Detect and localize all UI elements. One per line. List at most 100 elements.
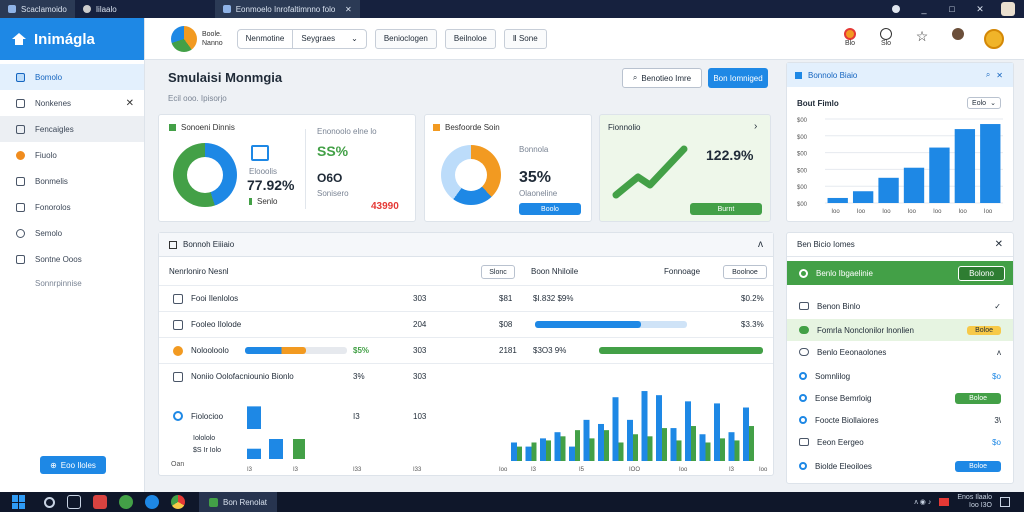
mini-legend: Iolololo $S Ir Iolo <box>193 435 222 454</box>
profile-icon[interactable] <box>884 0 908 18</box>
bar-series-1 <box>554 432 561 461</box>
kpi1-right-title: Enonoolo elne lo <box>317 127 377 136</box>
coin-icon[interactable] <box>984 28 1004 49</box>
right-panel-row[interactable]: Eonse Bemrloig Boloe <box>787 387 1013 409</box>
kpi3-button[interactable]: Burnt <box>690 203 762 215</box>
right-panel-row[interactable]: Benlo Eeonaolones ʌ <box>787 341 1013 363</box>
star-icon[interactable]: ☆ <box>915 27 929 44</box>
sidebar-sub-item[interactable]: Sonnrpinnise <box>35 278 82 288</box>
select-left[interactable]: Nenmotine <box>245 34 285 43</box>
browser-icon[interactable] <box>171 495 185 509</box>
highlight-row[interactable]: Benlo Ibgaelinie Bolono <box>787 261 1013 285</box>
chevron-up-icon[interactable]: ʌ <box>758 239 763 250</box>
folder-icon <box>173 319 183 330</box>
right-panel-row[interactable]: Benon Binlo ✓ <box>787 295 1013 317</box>
bar-series-2 <box>676 440 682 461</box>
system-tray[interactable]: ʌ ◉ ♪ Enos Ilaalo Ioo I3O <box>914 494 1024 510</box>
user-icon[interactable] <box>948 27 968 50</box>
col-right-button[interactable]: Boolnoe <box>723 265 767 279</box>
close-icon[interactable]: ✕ <box>125 97 134 109</box>
x-tick-label: I3 <box>729 467 735 473</box>
page-subtitle: Ecil ooo. Ipisorjo <box>168 94 227 103</box>
kpi2-sub: Olaoneline <box>519 189 558 198</box>
view-select[interactable]: Nenmotine Seygraes ⌄ <box>236 28 367 49</box>
mini-bar <box>293 446 303 459</box>
table-row[interactable]: Noniio Oolofacniounio Bionlo 3% 303 <box>159 363 773 389</box>
table-row[interactable]: Fooleo Ilolode 204 $08 $3.3% <box>159 311 773 337</box>
search-button[interactable]: ⌕ Benotieo Imre <box>622 68 702 88</box>
taskbar-app[interactable]: Bon Renolat <box>199 492 278 512</box>
search-icon[interactable]: ⌕ <box>985 70 991 79</box>
sidebar-item-dashboard[interactable]: Bomolo <box>0 64 144 90</box>
kpi2-button[interactable]: Boolo <box>519 203 581 215</box>
minimize-button[interactable]: _ <box>921 4 927 14</box>
brand[interactable]: Inimágla <box>0 18 144 60</box>
notification-icon[interactable] <box>1000 497 1010 507</box>
close-icon[interactable]: ✕ <box>994 239 1003 250</box>
x-tick-label: I33 <box>353 467 362 473</box>
bar-chart-dropdown[interactable]: Eolo ⌄ <box>967 97 1001 109</box>
row-v1: 204 <box>413 320 427 329</box>
sidebar-item-circle[interactable]: Fiuolo <box>0 142 144 168</box>
right-panel-row[interactable]: Biolde Eleoiloes Boloe <box>787 455 1013 477</box>
col-right-header: Fonnoage <box>664 267 701 276</box>
search-icon: ⌕ <box>632 73 638 82</box>
bar-series-2 <box>604 430 609 461</box>
bar-series-2 <box>575 430 580 461</box>
bar-series-1 <box>699 434 706 461</box>
bar <box>903 167 925 203</box>
bar-chart-header: Bonnolo Biaio ⌕ ✕ <box>787 63 1013 87</box>
chevron-right-icon[interactable]: › <box>754 121 758 132</box>
button-label: Eoo Iloles <box>60 460 96 470</box>
toolbar-button-3[interactable]: Ⅱ Sone <box>503 28 547 49</box>
trend-line-icon <box>612 145 688 199</box>
kpi2-title-row: Besfoorde Soin <box>433 123 500 132</box>
app-logo[interactable]: Boole. Nanno <box>171 25 223 52</box>
bar <box>980 124 1001 203</box>
sidebar-item-documents[interactable]: Bonmelis <box>0 168 144 194</box>
sidebar-item-grid[interactable]: Sontne Ooos <box>0 246 144 272</box>
right-panel-row[interactable]: Foocte Biollaiores 3\ <box>787 409 1013 431</box>
right-panel-row[interactable]: Fomrla Nonclonilor lnonlien Boloe <box>787 319 1013 341</box>
battery-icon <box>939 498 950 506</box>
task-view-icon[interactable] <box>67 495 81 509</box>
highlight-button[interactable]: Bolono <box>958 265 1005 281</box>
app-icon-red[interactable] <box>93 495 107 509</box>
primary-action-button[interactable]: Bon Iomniged <box>708 68 768 88</box>
right-panel-row[interactable]: Somnlilog $o <box>787 365 1013 387</box>
mini-bar <box>247 448 261 459</box>
table-row[interactable]: Fiolocioo I3 103 <box>159 403 773 429</box>
sidebar-action-button[interactable]: ⊕ Eoo Iloles <box>40 456 106 474</box>
sidebar-item-briefcase[interactable]: Fonorolos <box>0 194 144 220</box>
row-v2: 2181 <box>499 346 517 355</box>
people-icon[interactable]: Slo <box>876 27 896 50</box>
browser-tab-2[interactable]: Iilaalo <box>75 0 125 18</box>
table-row[interactable]: Nolooloolo $5% 303 2181 $3O3 9% <box>159 337 773 363</box>
tab-close-icon[interactable]: ✕ <box>345 4 352 14</box>
sidebar-item-label: Bonmelis <box>35 176 68 186</box>
col-left-button[interactable]: Slonc <box>481 265 515 279</box>
app-icon-blue[interactable] <box>145 495 159 509</box>
sidebar-item-clock[interactable]: Semolo <box>0 220 144 246</box>
toolbar-button-1[interactable]: Benioclogen <box>374 28 437 49</box>
app-icon-green[interactable] <box>119 495 133 509</box>
right-panel-row[interactable]: Eeon Eergeo $o <box>787 431 1013 453</box>
apple-icon[interactable]: Blo <box>840 27 860 50</box>
avatar[interactable] <box>996 0 1020 18</box>
select-right[interactable]: Seygraes <box>301 34 336 43</box>
sidebar-item-label: Bomolo <box>35 72 63 82</box>
browser-tab-3[interactable]: Eonmoelo Inrofaltimnno folo ✕ <box>214 0 360 18</box>
browser-tab-1[interactable]: Scaclamoido <box>0 0 75 18</box>
calendar-icon <box>251 145 269 161</box>
toolbar-button-2[interactable]: Beilnoloe <box>444 28 496 49</box>
table-row[interactable]: Fooi Ilenlolos 303 $81 $I.832 $9% $0.2% <box>159 285 773 311</box>
sidebar-item-tools[interactable]: Fencaigles <box>0 116 144 142</box>
kpi2-value: 35% <box>519 169 552 186</box>
close-window-button[interactable]: ✕ <box>976 3 984 14</box>
windows-start-icon[interactable] <box>12 495 26 509</box>
search-icon[interactable] <box>44 496 55 508</box>
close-icon[interactable]: ✕ <box>996 70 1003 80</box>
sidebar-item-list[interactable]: Nonkenes ✕ <box>0 90 144 116</box>
doc-icon <box>799 438 809 446</box>
maximize-button[interactable]: □ <box>949 4 955 14</box>
